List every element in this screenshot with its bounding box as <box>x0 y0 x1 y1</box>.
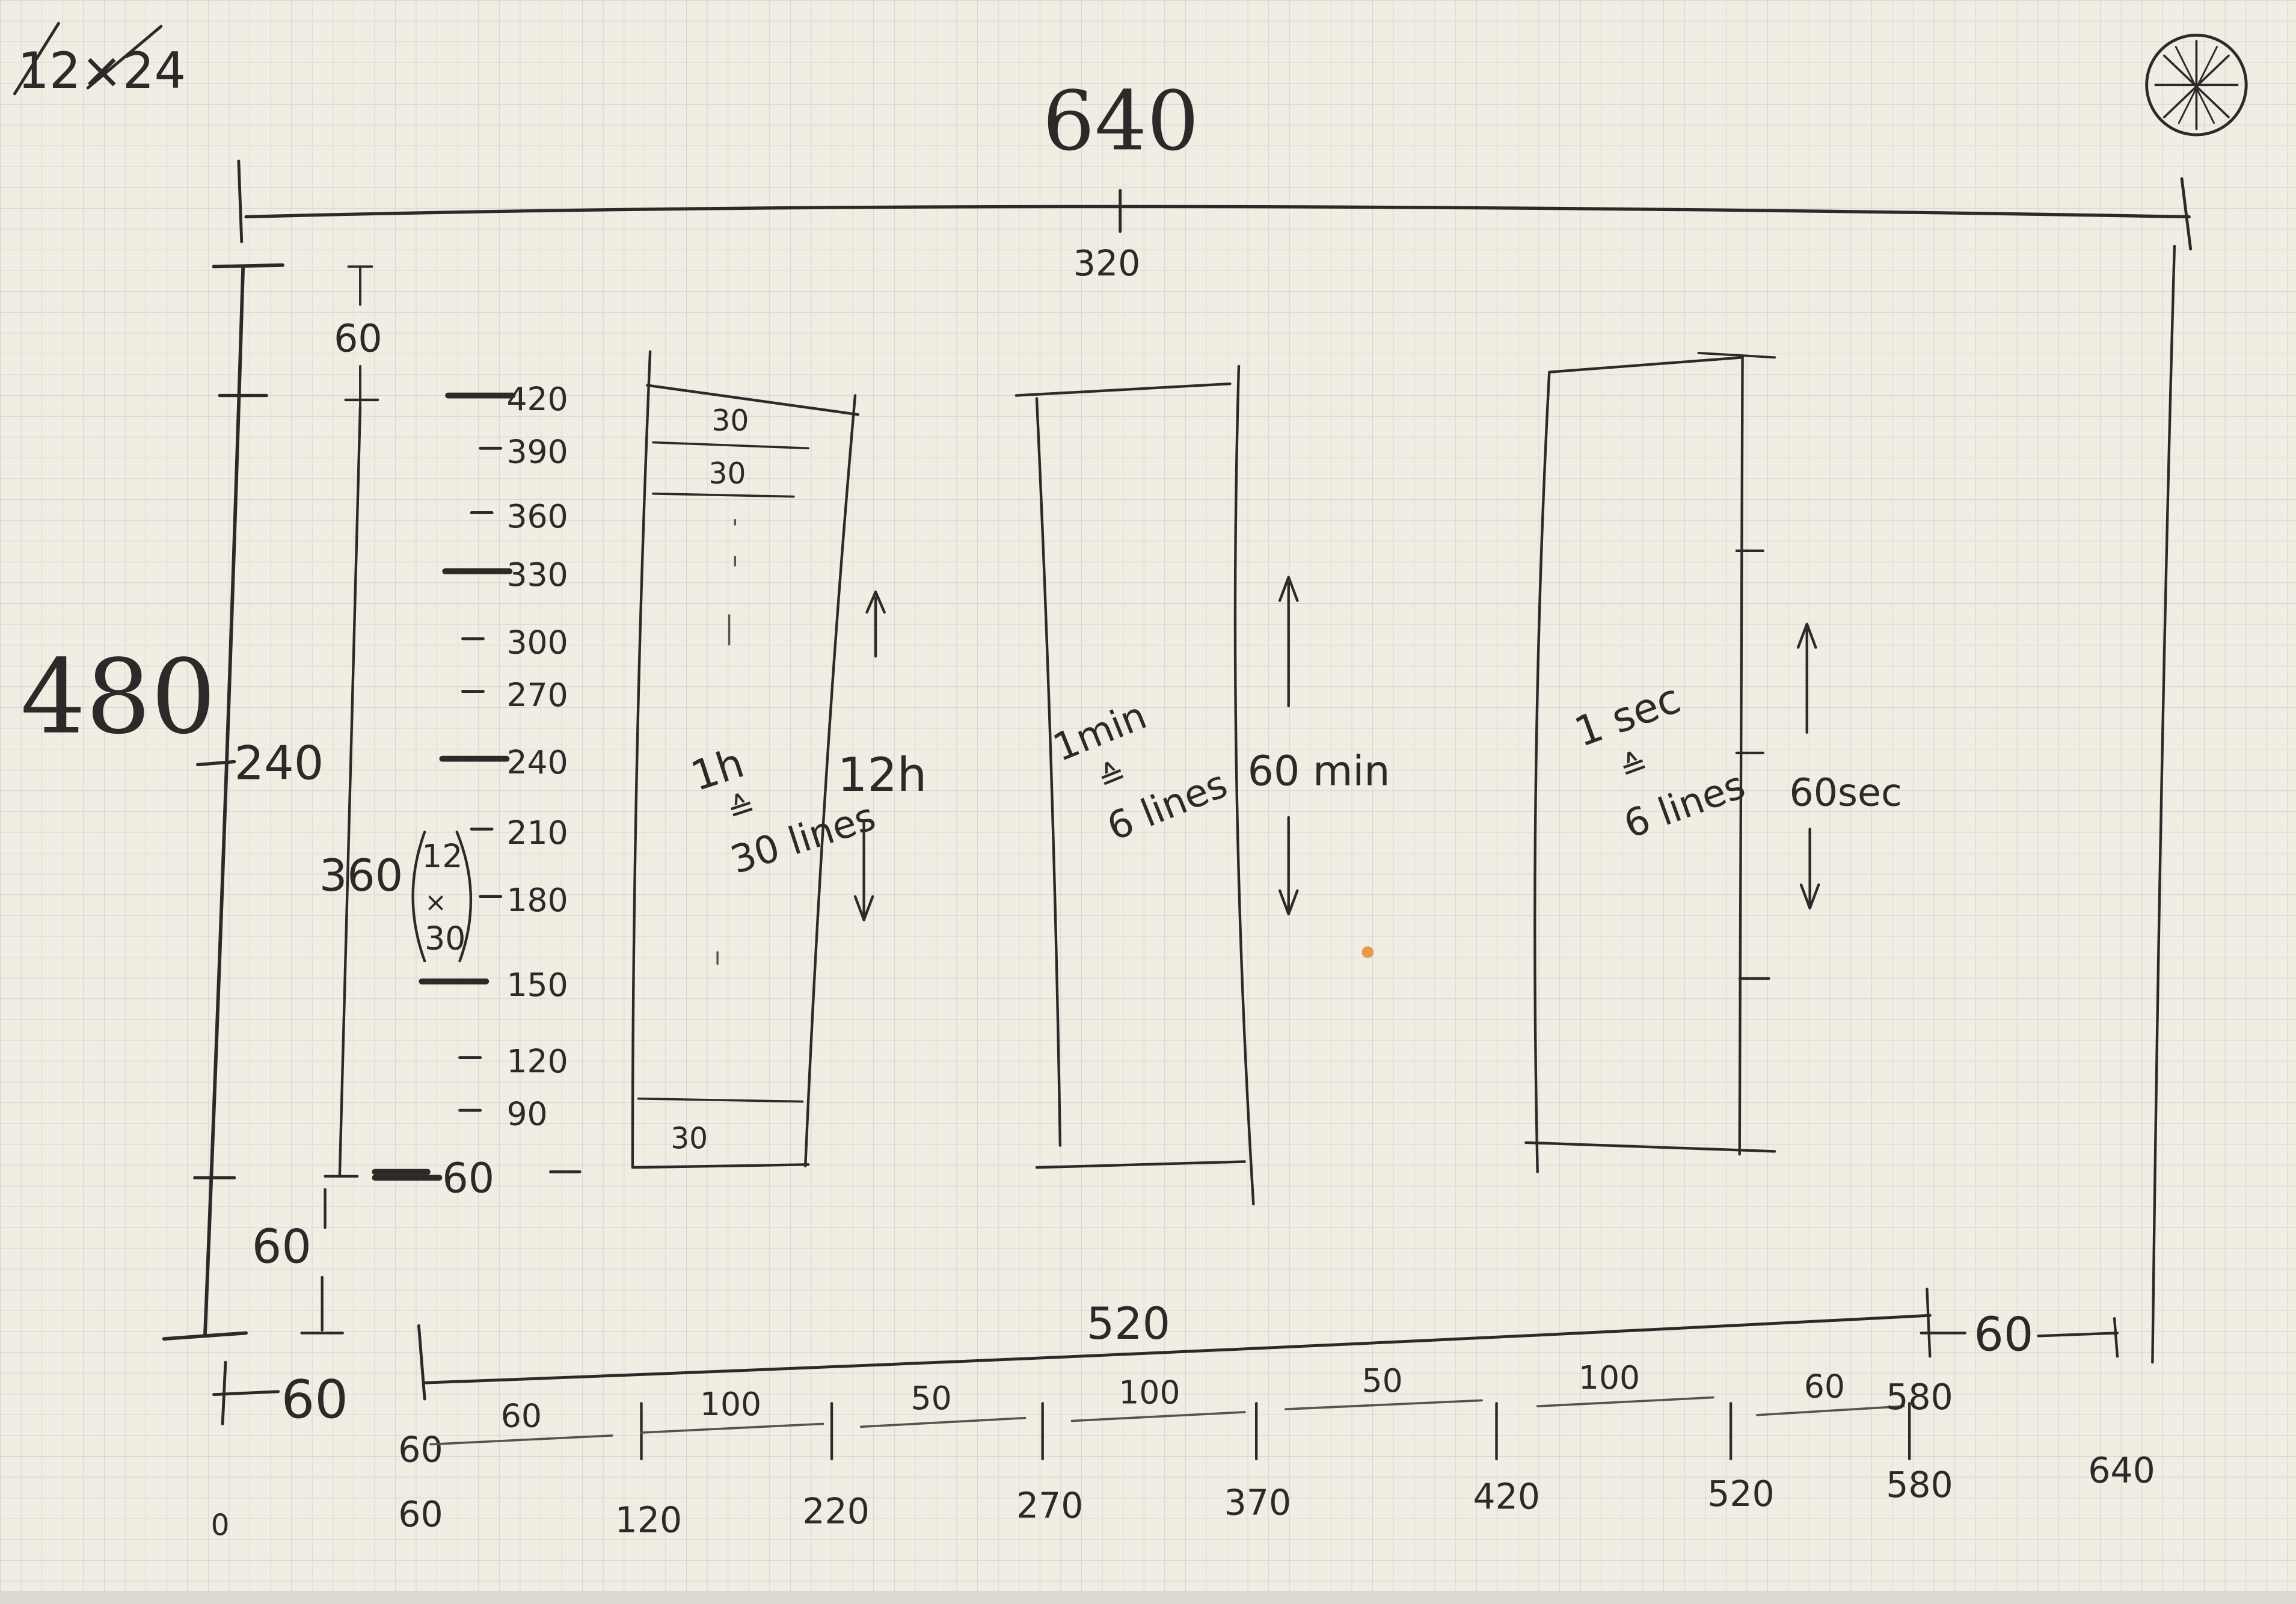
segment-underline <box>640 1422 824 1434</box>
axis-label: 580 <box>1886 1464 1953 1505</box>
hour-tick-label: 390 <box>506 433 568 471</box>
bottom-right-margin-label: 60 <box>1974 1308 2033 1362</box>
hour-tick-label: 210 <box>506 814 568 852</box>
svg-text:12: 12 <box>422 837 462 875</box>
hour-tick-label: 420 <box>506 380 568 418</box>
segment-label: 50 <box>911 1379 952 1417</box>
left-height-label: 480 <box>20 638 216 757</box>
segment-label: 60 <box>1804 1368 1845 1406</box>
paper-bottom-edge <box>0 1591 2296 1604</box>
segment-underline <box>1285 1399 1483 1410</box>
axis-label: 520 <box>1707 1473 1775 1514</box>
axis-label: 640 <box>2088 1450 2155 1491</box>
top-width-label: 640 <box>1043 73 1199 169</box>
hour-tick-label: 360 <box>506 497 568 535</box>
hour-span-label: 12h <box>838 748 927 802</box>
bottom-origin-label: 60 <box>398 1430 443 1470</box>
axis-label: 270 <box>1016 1485 1084 1526</box>
hour-tick-label: 120 <box>506 1042 568 1080</box>
left-height-dimension: 480 240 60 60 <box>20 263 349 1431</box>
segment-label: 100 <box>700 1385 761 1423</box>
segment-underline <box>859 1416 1027 1428</box>
corner-label: 12×24 <box>13 22 186 100</box>
axis-label: 0 <box>211 1509 230 1543</box>
svg-text:30: 30 <box>425 919 465 957</box>
segment-label: 100 <box>1119 1373 1180 1411</box>
segment-dividers <box>640 1402 1911 1461</box>
hour-scale: 60 360 12 × 30 420 390 360 330 300 270 240 210 1… <box>319 265 582 1203</box>
hour-tick-label: 180 <box>506 881 568 919</box>
segment-label: 60 <box>501 1397 542 1434</box>
segment-label: 100 <box>1579 1359 1640 1397</box>
right-frame-line <box>2151 244 2176 1364</box>
hour-tick-label: 90 <box>506 1095 547 1133</box>
left-mid-label: 240 <box>235 737 324 791</box>
hour-tick-list: 420 390 360 330 300 270 240 210 180 150 120 90 60 <box>372 380 568 1203</box>
left-lower-margin-label: 60 <box>281 1369 349 1431</box>
hour-tick-label: 330 <box>506 556 568 594</box>
axis-label: 370 <box>1224 1482 1292 1523</box>
hour-tick-label: 300 <box>506 623 568 661</box>
top-center-label: 320 <box>1073 243 1141 284</box>
axis-label: 60 <box>398 1494 443 1535</box>
axis-label: 120 <box>615 1500 683 1541</box>
axis-labels: 0 60 120 220 270 370 420 520 580 640 <box>211 1450 2155 1543</box>
hour-row-1-label: 30 <box>711 404 749 438</box>
axis-label: 420 <box>1473 1476 1541 1517</box>
minute-span-label: 60 min <box>1248 748 1390 795</box>
svg-text:×: × <box>425 887 447 918</box>
hour-top-margin-label: 60 <box>334 316 382 361</box>
left-bottom-margin-label: 60 <box>252 1220 312 1274</box>
axis-label: 220 <box>802 1491 870 1532</box>
hour-total-label: 360 <box>319 850 403 902</box>
hour-row-2-label: 30 <box>709 457 746 491</box>
segment-label: 50 <box>1362 1362 1403 1400</box>
hour-tick-label: 240 <box>506 743 568 781</box>
hour-tick-label: 150 <box>506 966 568 1004</box>
segment-underline <box>429 1434 613 1446</box>
wheel-icon <box>2145 34 2248 137</box>
bottom-span-label: 520 <box>1087 1298 1170 1350</box>
segment-underline <box>1070 1411 1246 1422</box>
orange-dot <box>1361 946 1374 958</box>
second-span-label: 60sec <box>1790 770 1902 815</box>
top-width-dimension: 640 320 <box>237 73 2193 284</box>
segment-underline <box>1756 1405 1905 1416</box>
segment-underline <box>1536 1396 1714 1408</box>
segment-labels: 60 100 50 100 50 100 60 <box>429 1359 1905 1446</box>
svg-text:12×24: 12×24 <box>17 41 186 100</box>
bottom-dimensions: 520 60 60 60 100 50 100 50 100 60 580 0 60 120 22… <box>211 1288 2155 1543</box>
hour-tick-label: 270 <box>506 676 568 714</box>
hour-last-row-label: 30 <box>671 1122 708 1156</box>
bottom-segment-end-label: 580 <box>1886 1377 1953 1418</box>
hour-tick-label: 60 <box>442 1155 494 1203</box>
